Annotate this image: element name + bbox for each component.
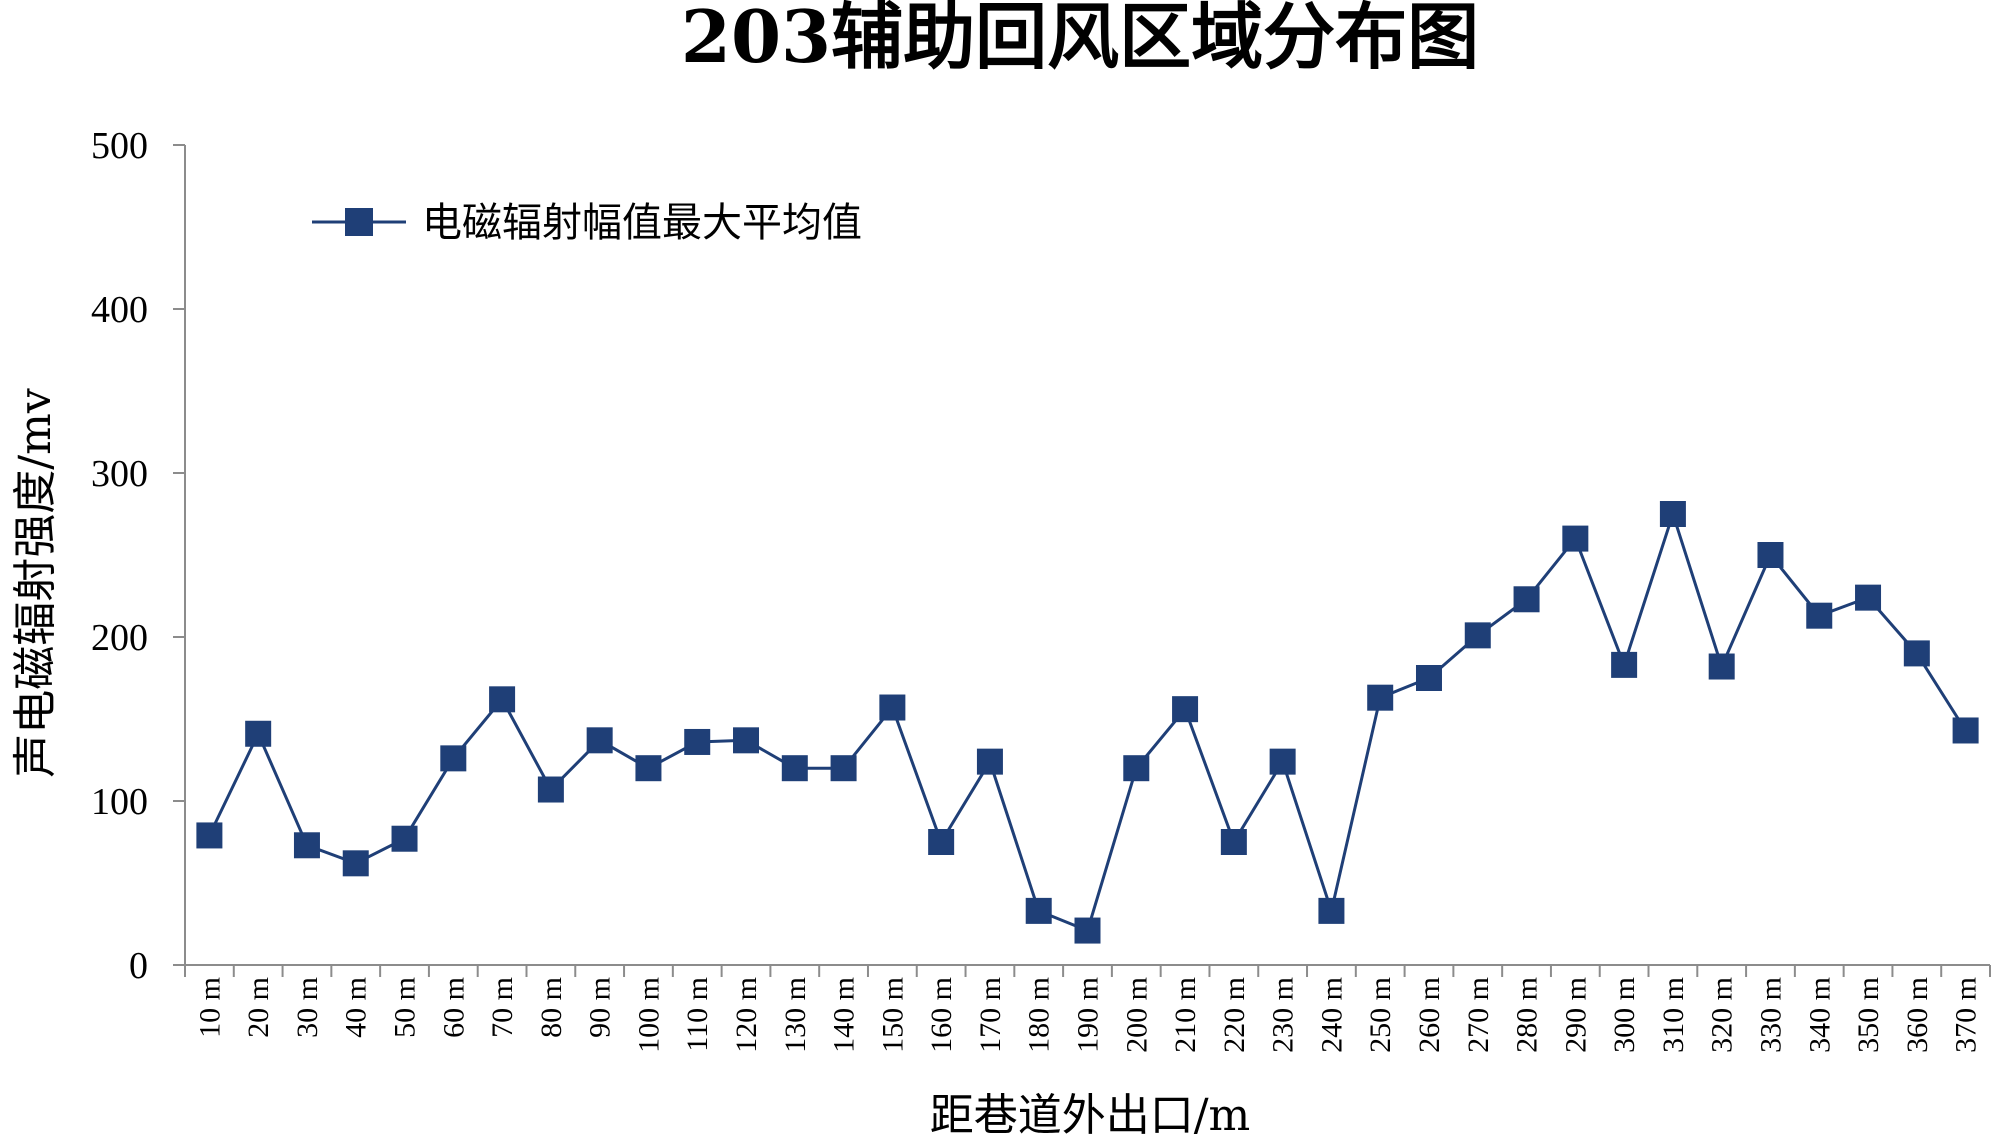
data-point-marker xyxy=(1025,897,1052,924)
data-point-marker xyxy=(1367,684,1394,711)
axes xyxy=(184,145,1990,966)
data-point-marker xyxy=(1903,640,1930,667)
y-tick-label: 200 xyxy=(91,617,148,659)
x-tick-label: 300 m xyxy=(1608,977,1641,1053)
data-point-marker xyxy=(293,832,320,859)
x-tick-label: 110 m xyxy=(681,977,714,1052)
x-tick-label: 140 m xyxy=(828,977,861,1053)
series-layer xyxy=(196,501,1979,944)
legend-label: 电磁辐射幅值最大平均值 xyxy=(422,200,862,246)
data-point-marker xyxy=(586,727,613,754)
y-ticks: 0 100 200 300 400 500 xyxy=(91,125,185,987)
x-tick-label: 160 m xyxy=(925,977,958,1053)
x-ticks: 10 m 20 m 30 m 40 m 50 m 60 m 70 m 80 m 90 m 100 … xyxy=(184,965,1991,1053)
x-tick-label: 130 m xyxy=(779,977,812,1053)
legend: 电磁辐射幅值最大平均值 xyxy=(312,200,862,246)
x-tick-label: 90 m xyxy=(584,977,617,1038)
x-tick-label: 150 m xyxy=(876,977,909,1053)
data-point-marker xyxy=(1318,897,1345,924)
x-tick-label: 70 m xyxy=(486,977,519,1038)
x-tick-label: 250 m xyxy=(1364,977,1397,1053)
data-point-marker xyxy=(830,755,857,782)
y-axis-title-group: 声电磁辐射强度/mv xyxy=(10,388,61,778)
x-tick-label: 330 m xyxy=(1754,977,1787,1053)
data-point-marker xyxy=(976,748,1003,775)
data-point-marker xyxy=(1513,586,1540,613)
x-tick-label: 200 m xyxy=(1120,977,1153,1053)
x-tick-label: 360 m xyxy=(1901,977,1934,1053)
data-point-marker xyxy=(733,727,760,754)
data-point-marker xyxy=(1806,602,1833,629)
data-point-marker xyxy=(1708,653,1735,680)
x-tick-label: 20 m xyxy=(242,977,275,1038)
data-point-marker xyxy=(1659,501,1686,527)
x-tick-label: 210 m xyxy=(1169,977,1202,1053)
x-tick-label: 190 m xyxy=(1072,977,1105,1053)
data-point-marker xyxy=(635,755,662,782)
y-axis-title: 声电磁辐射强度/mv xyxy=(10,388,61,778)
data-point-marker xyxy=(1269,748,1296,775)
data-point-marker xyxy=(537,776,564,803)
y-tick-label: 100 xyxy=(91,781,148,823)
y-tick-label: 400 xyxy=(91,289,148,331)
x-tick-label: 220 m xyxy=(1218,977,1251,1053)
x-tick-label: 320 m xyxy=(1706,977,1739,1053)
chart-title: 203辅助回风区域分布图 xyxy=(681,0,1479,79)
x-tick-label: 280 m xyxy=(1511,977,1544,1053)
data-point-marker xyxy=(342,850,369,877)
y-tick-label: 0 xyxy=(129,945,148,987)
data-point-marker xyxy=(440,745,467,772)
data-point-marker xyxy=(1464,622,1491,649)
x-tick-label: 180 m xyxy=(1023,977,1056,1053)
data-point-marker xyxy=(1952,717,1979,744)
x-tick-label: 10 m xyxy=(193,977,226,1038)
x-tick-label: 230 m xyxy=(1267,977,1300,1053)
x-tick-label: 270 m xyxy=(1462,977,1495,1053)
y-tick-label: 300 xyxy=(91,453,148,495)
data-point-marker xyxy=(1172,696,1199,723)
data-point-marker xyxy=(1757,542,1784,568)
data-point-marker xyxy=(879,694,906,721)
series-line xyxy=(208,509,1967,933)
x-tick-label: 340 m xyxy=(1803,977,1836,1053)
x-tick-label: 30 m xyxy=(291,977,324,1038)
x-tick-label: 260 m xyxy=(1413,977,1446,1053)
legend-marker-icon xyxy=(345,208,373,236)
x-tick-label: 50 m xyxy=(389,977,422,1038)
data-point-marker xyxy=(781,755,808,782)
x-tick-label: 240 m xyxy=(1315,977,1348,1053)
x-tick-label: 310 m xyxy=(1657,977,1690,1053)
data-point-marker xyxy=(928,829,955,855)
x-tick-label: 80 m xyxy=(535,977,568,1038)
data-point-marker xyxy=(245,720,272,747)
data-point-marker xyxy=(489,686,516,713)
x-tick-label: 60 m xyxy=(437,977,470,1038)
x-axis-title: 距巷道外出口/m xyxy=(930,1090,1251,1140)
x-tick-label: 370 m xyxy=(1950,977,1983,1053)
data-point-marker xyxy=(196,822,223,849)
data-point-marker xyxy=(391,825,418,852)
data-point-marker xyxy=(1415,665,1442,691)
x-tick-label: 120 m xyxy=(730,977,763,1053)
data-point-marker xyxy=(1220,829,1247,855)
data-point-marker xyxy=(1123,755,1150,782)
x-tick-label: 350 m xyxy=(1852,977,1885,1053)
data-point-marker xyxy=(1562,525,1589,552)
x-tick-label: 40 m xyxy=(340,977,373,1038)
y-tick-label: 500 xyxy=(91,125,148,167)
data-point-marker xyxy=(1855,584,1882,611)
x-tick-label: 290 m xyxy=(1559,977,1592,1053)
data-point-marker xyxy=(1074,917,1101,944)
x-tick-label: 170 m xyxy=(974,977,1007,1053)
x-tick-label: 100 m xyxy=(632,977,665,1053)
data-point-marker xyxy=(1611,651,1638,678)
data-point-marker xyxy=(684,728,711,755)
